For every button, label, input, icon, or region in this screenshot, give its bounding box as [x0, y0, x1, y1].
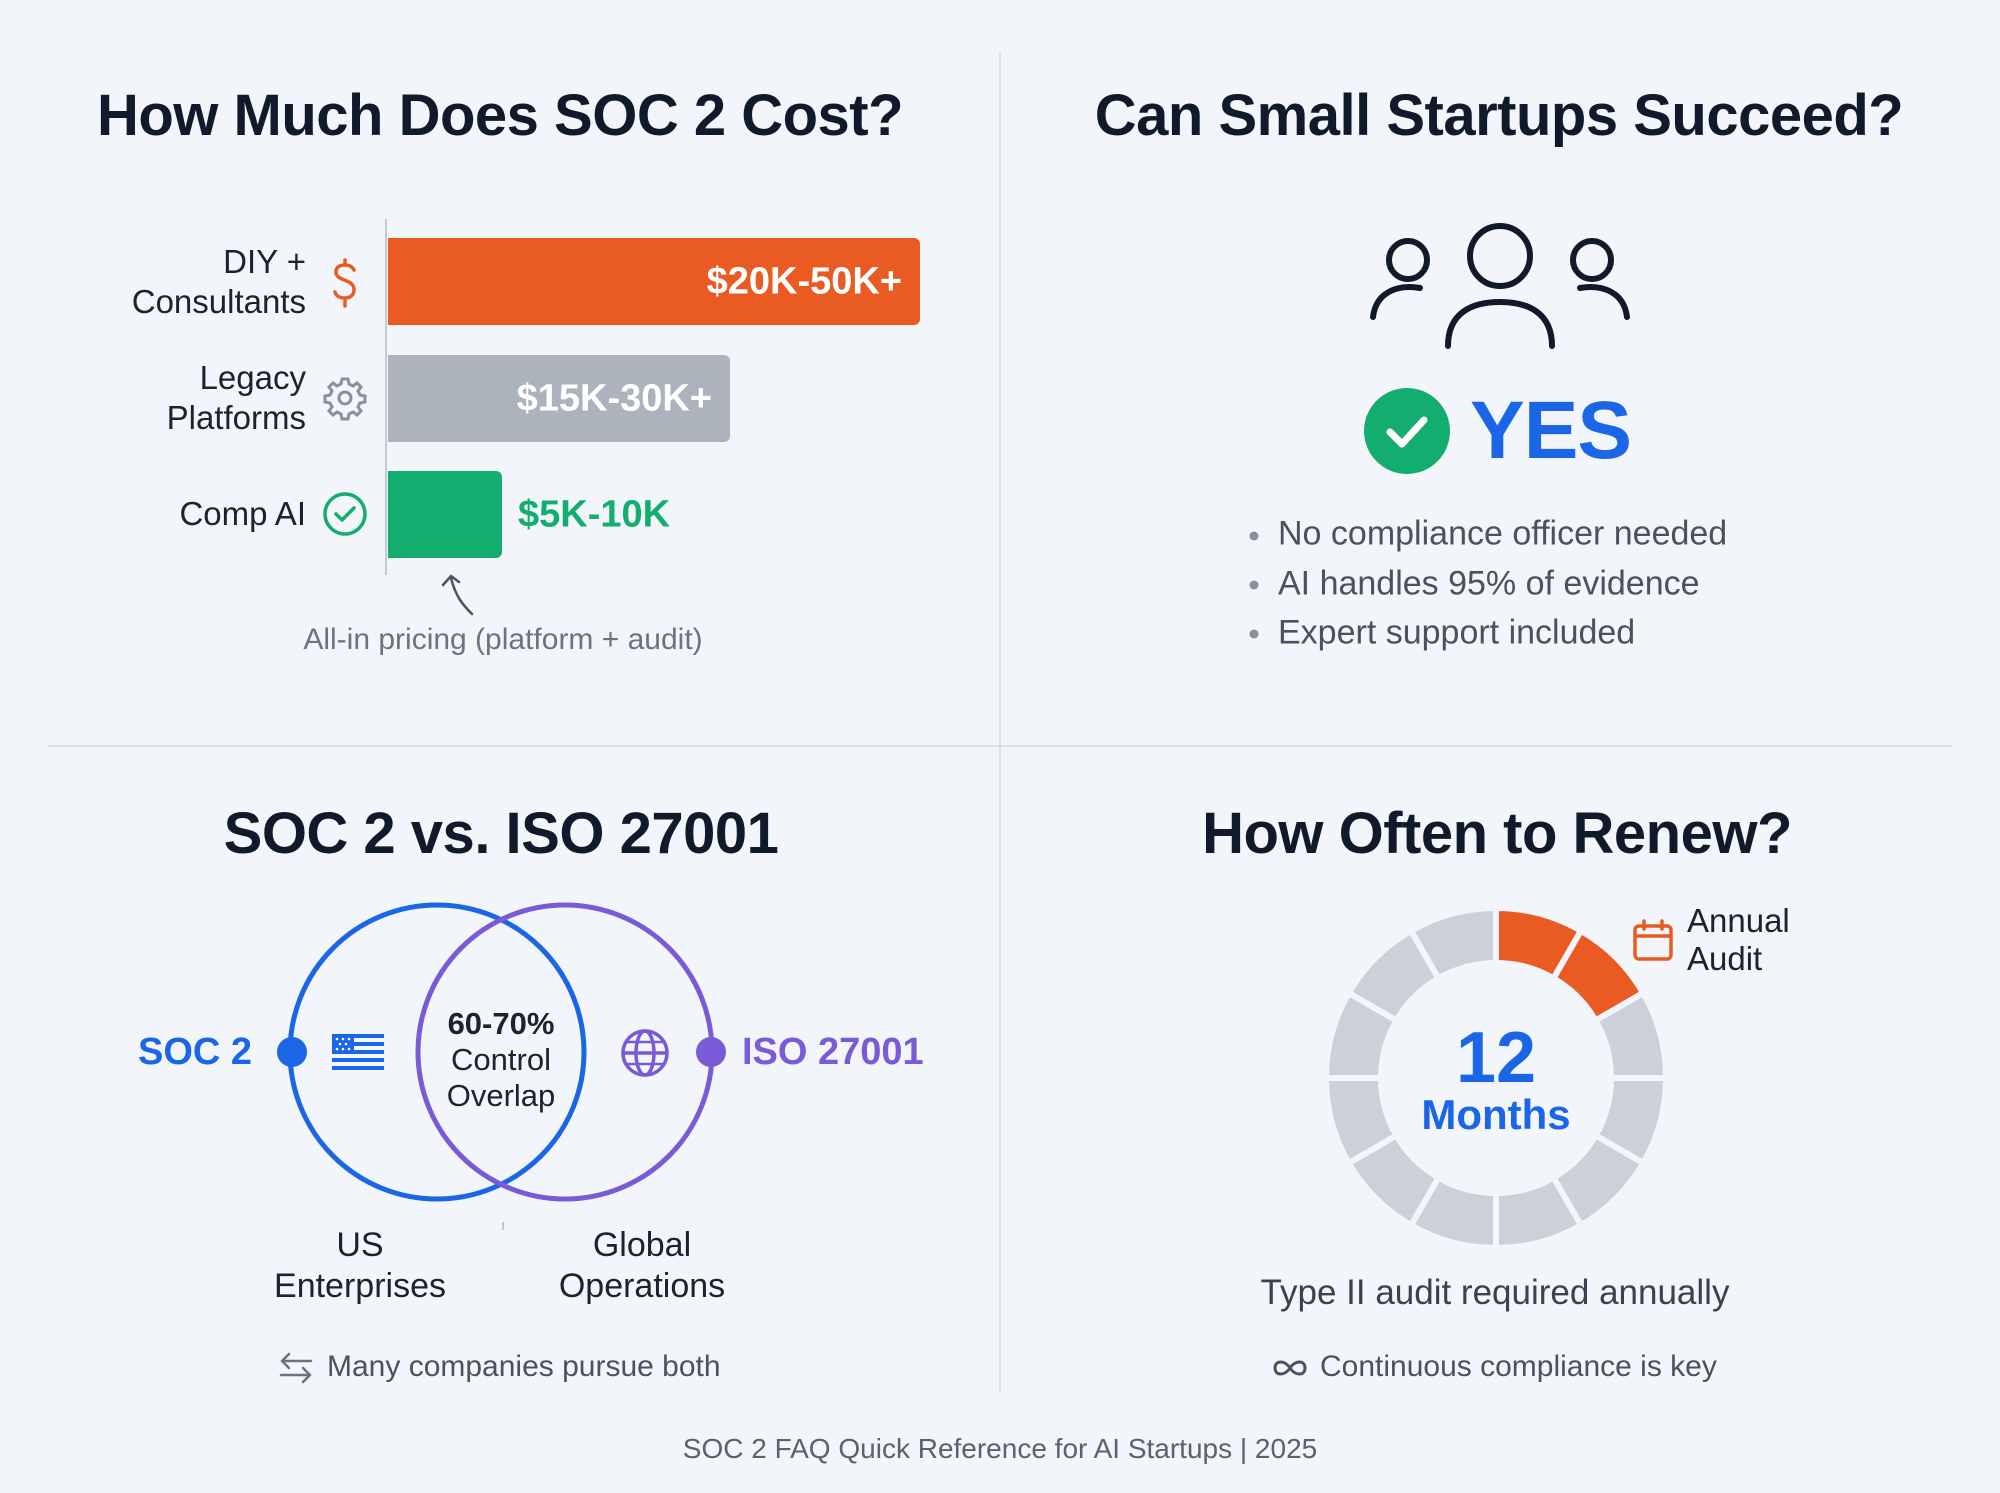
annual-audit-label: Annual Audit — [1687, 902, 1790, 977]
bullet-item: No compliance officer needed — [1278, 514, 1728, 553]
horizontal-divider — [48, 745, 1952, 747]
bar-value-label: $5K-10K — [518, 493, 671, 535]
cost-bar — [388, 355, 730, 442]
month-segment — [1406, 904, 1499, 983]
chart-axis — [385, 219, 387, 575]
startups-title: Can Small Startups Succeed? — [1094, 83, 1904, 148]
compare-title: SOC 2 vs. ISO 27001 — [223, 801, 779, 866]
team-icon — [1368, 222, 1632, 357]
renewal-donut — [1322, 904, 1670, 1252]
renew-subtitle: Type II audit required annually — [1260, 1273, 1730, 1312]
cost-bar — [388, 471, 502, 558]
iso-use-case: Global Operations — [558, 1226, 726, 1305]
swap-arrows-icon — [278, 1352, 314, 1389]
us-flag-icon — [332, 1034, 384, 1070]
bullet-dot — [1249, 629, 1259, 639]
footer: SOC 2 FAQ Quick Reference for AI Startup… — [682, 1433, 1318, 1464]
yes-answer: YES — [1470, 385, 1632, 476]
bar-label-compai: Comp AI — [179, 495, 306, 532]
iso-label: ISO 27001 — [742, 1031, 924, 1073]
bullet-item: Expert support included — [1278, 613, 1636, 652]
bar-value-label: $15K-30K+ — [516, 377, 712, 419]
bar-label-legacy: Legacy Platforms — [166, 359, 306, 436]
bullet-item: AI handles 95% of evidence — [1278, 564, 1700, 603]
overlap-text: 60-70% Control Overlap — [447, 1006, 556, 1114]
renew-title: How Often to Renew? — [1202, 801, 1792, 866]
bar-label-diy: DIY + Consultants — [131, 243, 306, 320]
bullet-dot — [1249, 531, 1259, 541]
months-number: 12 — [1455, 1018, 1537, 1098]
overlap-percent: 60-70% — [447, 1006, 555, 1041]
globe-icon — [621, 1029, 669, 1077]
cost-bar — [388, 238, 920, 325]
bullet-dot — [1249, 580, 1259, 590]
calendar-icon — [1632, 918, 1674, 967]
iso-dot — [696, 1037, 726, 1067]
infinity-icon — [1270, 1356, 1310, 1385]
arrow-up-icon — [438, 572, 478, 622]
pursue-both-note: Many companies pursue both — [327, 1350, 721, 1383]
check-circle-icon — [322, 491, 368, 542]
months-unit: Months — [1421, 1091, 1571, 1138]
overlap-line: Control — [451, 1042, 551, 1077]
vertical-divider — [999, 51, 1001, 1391]
dollar-icon — [330, 258, 360, 313]
continuous-note: Continuous compliance is key — [1320, 1350, 1717, 1383]
gear-icon — [322, 375, 368, 426]
yes-check-icon — [1364, 388, 1450, 479]
pricing-caption: All-in pricing (platform + audit) — [303, 623, 703, 656]
overlap-line: Overlap — [446, 1078, 556, 1113]
venn-diagram — [277, 902, 726, 1230]
soc2-label: SOC 2 — [138, 1031, 253, 1073]
cost-title: How Much Does SOC 2 Cost? — [96, 83, 904, 148]
soc2-use-case: US Enterprises — [274, 1226, 446, 1305]
bar-value-label: $20K-50K+ — [706, 260, 902, 302]
soc2-dot — [277, 1037, 307, 1067]
